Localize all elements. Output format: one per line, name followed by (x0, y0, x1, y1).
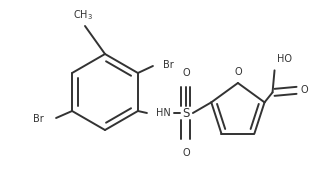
Text: HN: HN (156, 108, 171, 118)
Text: O: O (300, 85, 308, 95)
Text: CH$_3$: CH$_3$ (73, 8, 93, 22)
Text: O: O (234, 67, 242, 77)
Text: HO: HO (277, 54, 291, 64)
Text: O: O (182, 148, 190, 158)
Text: O: O (182, 68, 190, 78)
Text: S: S (182, 107, 190, 120)
Text: Br: Br (33, 114, 44, 124)
Text: Br: Br (163, 60, 174, 70)
